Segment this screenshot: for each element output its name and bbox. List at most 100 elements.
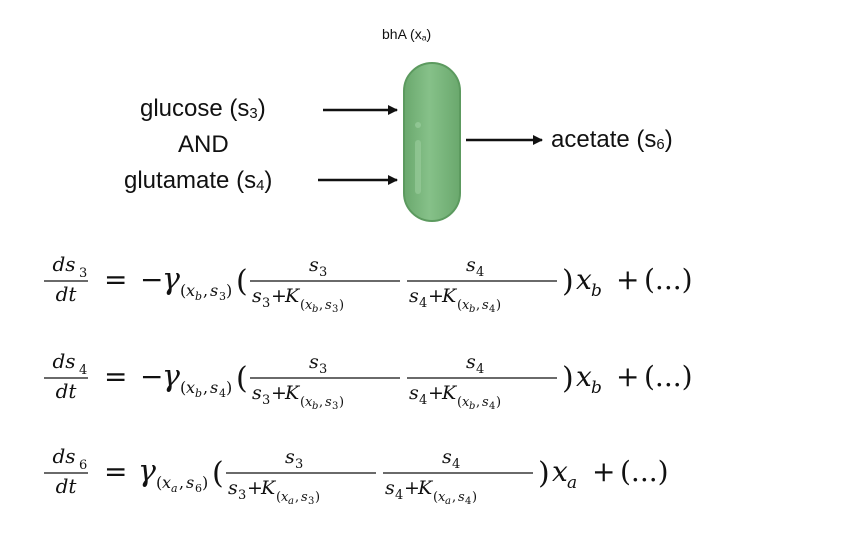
tail-var: x	[552, 455, 568, 488]
lhs-denominator: dt	[56, 474, 78, 498]
acetate-label: acetate (s6)	[551, 126, 673, 154]
tail-sub: b	[591, 281, 602, 301]
k-sub-var: x	[281, 490, 289, 505]
denominator-plus: +	[271, 382, 287, 404]
denominator-plus: +	[271, 285, 287, 307]
numerator-var: s	[309, 351, 319, 373]
k-sub-comma: ,	[295, 490, 299, 505]
k-sub-var2: s	[482, 395, 489, 410]
tail-sub: b	[591, 378, 602, 398]
numerator-sub: 4	[452, 457, 460, 472]
denominator-sub: 4	[419, 393, 427, 408]
lhs-numerator-sub: 3	[79, 266, 87, 281]
denominator-sub: 4	[419, 296, 427, 311]
minus-sign: −	[140, 360, 163, 393]
lhs-numerator: ds	[52, 252, 75, 276]
gamma-symbol: γ	[162, 359, 180, 394]
gamma-sub-var2: s	[210, 281, 218, 300]
k-sub-var2: s	[458, 490, 465, 505]
gamma-sub-sub2: 3	[219, 290, 226, 303]
k-symbol: K	[441, 382, 458, 404]
equals-sign: =	[104, 455, 127, 488]
k-sub-paren: (	[433, 490, 438, 505]
lhs-numerator: ds	[52, 349, 75, 373]
numerator-sub: 3	[319, 362, 327, 377]
k-sub-sub2: 4	[489, 401, 495, 412]
denominator-sub: 3	[238, 488, 246, 503]
denominator-sub: 3	[262, 393, 270, 408]
k-sub-paren-close: )	[339, 395, 344, 410]
gamma-sub-paren: (	[156, 473, 162, 492]
k-sub-paren: (	[276, 490, 281, 505]
open-paren: (	[236, 264, 248, 299]
k-sub-sub2: 3	[332, 401, 338, 412]
tail-plus: +	[616, 263, 639, 296]
tail-ellipsis: (...)	[644, 263, 693, 296]
k-sub-sub: b	[312, 304, 318, 315]
numerator-var: s	[466, 254, 476, 276]
lhs-numerator-sub: 4	[79, 363, 87, 378]
gamma-sub-paren: (	[180, 378, 186, 397]
k-sub-sub2: 3	[332, 304, 338, 315]
denominator-sub: 4	[395, 488, 403, 503]
gamma-symbol: γ	[138, 454, 156, 489]
k-symbol: K	[441, 285, 458, 307]
lhs-numerator: ds	[52, 444, 75, 468]
gamma-sub-var: x	[186, 281, 195, 300]
tail-var: x	[576, 360, 592, 393]
tail-plus: +	[592, 455, 615, 488]
numerator-sub: 4	[476, 265, 484, 280]
glutamate-label: glutamate (s4)	[124, 167, 273, 195]
equals-sign: =	[104, 360, 127, 393]
k-sub-paren-close: )	[315, 490, 320, 505]
gamma-sub-sub2: 4	[219, 387, 226, 400]
k-sub-sub: b	[469, 304, 475, 315]
tail-ellipsis: (...)	[620, 455, 669, 488]
numerator-var: s	[285, 446, 295, 468]
numerator-var: s	[466, 351, 476, 373]
k-sub-var2: s	[301, 490, 308, 505]
numerator-sub: 3	[295, 457, 303, 472]
k-sub-sub: b	[469, 401, 475, 412]
denominator-var: s	[252, 382, 262, 404]
gamma-sub-sub2: 6	[195, 482, 202, 495]
k-sub-paren-close: )	[472, 490, 477, 505]
k-sub-paren: (	[457, 395, 462, 410]
k-sub-sub: a	[445, 496, 451, 507]
tail-var: x	[576, 263, 592, 296]
k-sub-paren: (	[300, 395, 305, 410]
close-paren: )	[562, 361, 574, 396]
k-sub-var: x	[462, 298, 470, 313]
logic-label: AND	[178, 131, 229, 158]
gamma-sub-paren-close: )	[226, 281, 232, 300]
bacterium-cell	[403, 62, 461, 222]
k-sub-var: x	[305, 298, 313, 313]
denominator-var: s	[409, 285, 419, 307]
tail-sub: a	[567, 473, 577, 493]
denominator-plus: +	[247, 477, 263, 499]
denominator-sub: 3	[262, 296, 270, 311]
equals-sign: =	[104, 263, 127, 296]
k-sub-sub2: 4	[489, 304, 495, 315]
k-sub-sub2: 3	[308, 496, 314, 507]
gamma-sub-sub: b	[195, 290, 202, 303]
k-sub-sub: a	[288, 496, 294, 507]
gamma-sub-var: x	[186, 378, 195, 397]
k-sub-comma: ,	[319, 298, 323, 313]
denominator-var: s	[409, 382, 419, 404]
k-sub-comma: ,	[452, 490, 456, 505]
gamma-sub-var2: s	[210, 378, 218, 397]
k-sub-var: x	[438, 490, 446, 505]
gamma-symbol: γ	[162, 262, 180, 297]
k-symbol: K	[284, 285, 301, 307]
denominator-var: s	[228, 477, 238, 499]
k-sub-var2: s	[325, 298, 332, 313]
k-sub-var2: s	[325, 395, 332, 410]
denominator-plus: +	[428, 285, 444, 307]
close-paren: )	[538, 456, 550, 491]
k-sub-paren: (	[300, 298, 305, 313]
glucose-label: glucose (s3)	[140, 95, 266, 123]
tail-ellipsis: (...)	[644, 360, 693, 393]
organism-label: bhA (xa)	[382, 26, 432, 43]
